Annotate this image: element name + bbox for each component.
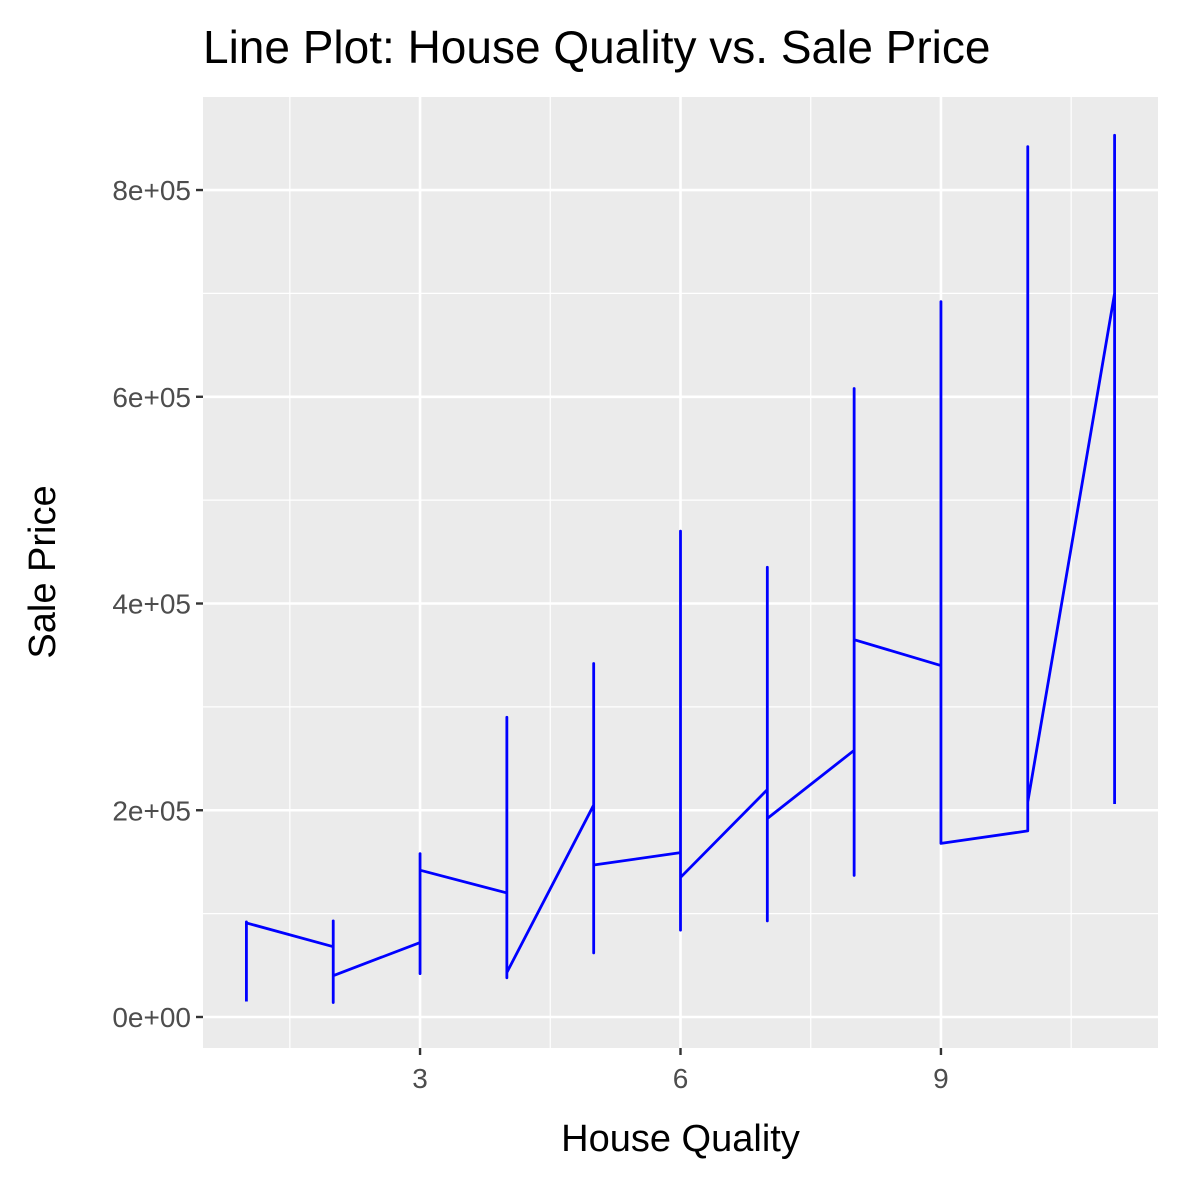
y-tick-label: 4e+05 — [112, 589, 191, 620]
x-axis-title: House Quality — [561, 1118, 800, 1160]
y-axis-title: Sale Price — [22, 485, 64, 658]
series-line — [245, 133, 1116, 1004]
y-tick-label: 6e+05 — [112, 382, 191, 413]
x-axis: 3 6 9 — [412, 1048, 949, 1094]
y-axis: 0e+00 2e+05 4e+05 6e+05 8e+05 — [112, 175, 203, 1033]
x-tick-label: 9 — [933, 1063, 949, 1094]
y-tick-label: 0e+00 — [112, 1002, 191, 1033]
y-tick-label: 8e+05 — [112, 175, 191, 206]
x-tick-label: 3 — [412, 1063, 428, 1094]
chart-title: Line Plot: House Quality vs. Sale Price — [203, 21, 990, 73]
y-tick-label: 2e+05 — [112, 795, 191, 826]
series-layer — [245, 133, 1116, 1004]
x-tick-label: 6 — [673, 1063, 689, 1094]
